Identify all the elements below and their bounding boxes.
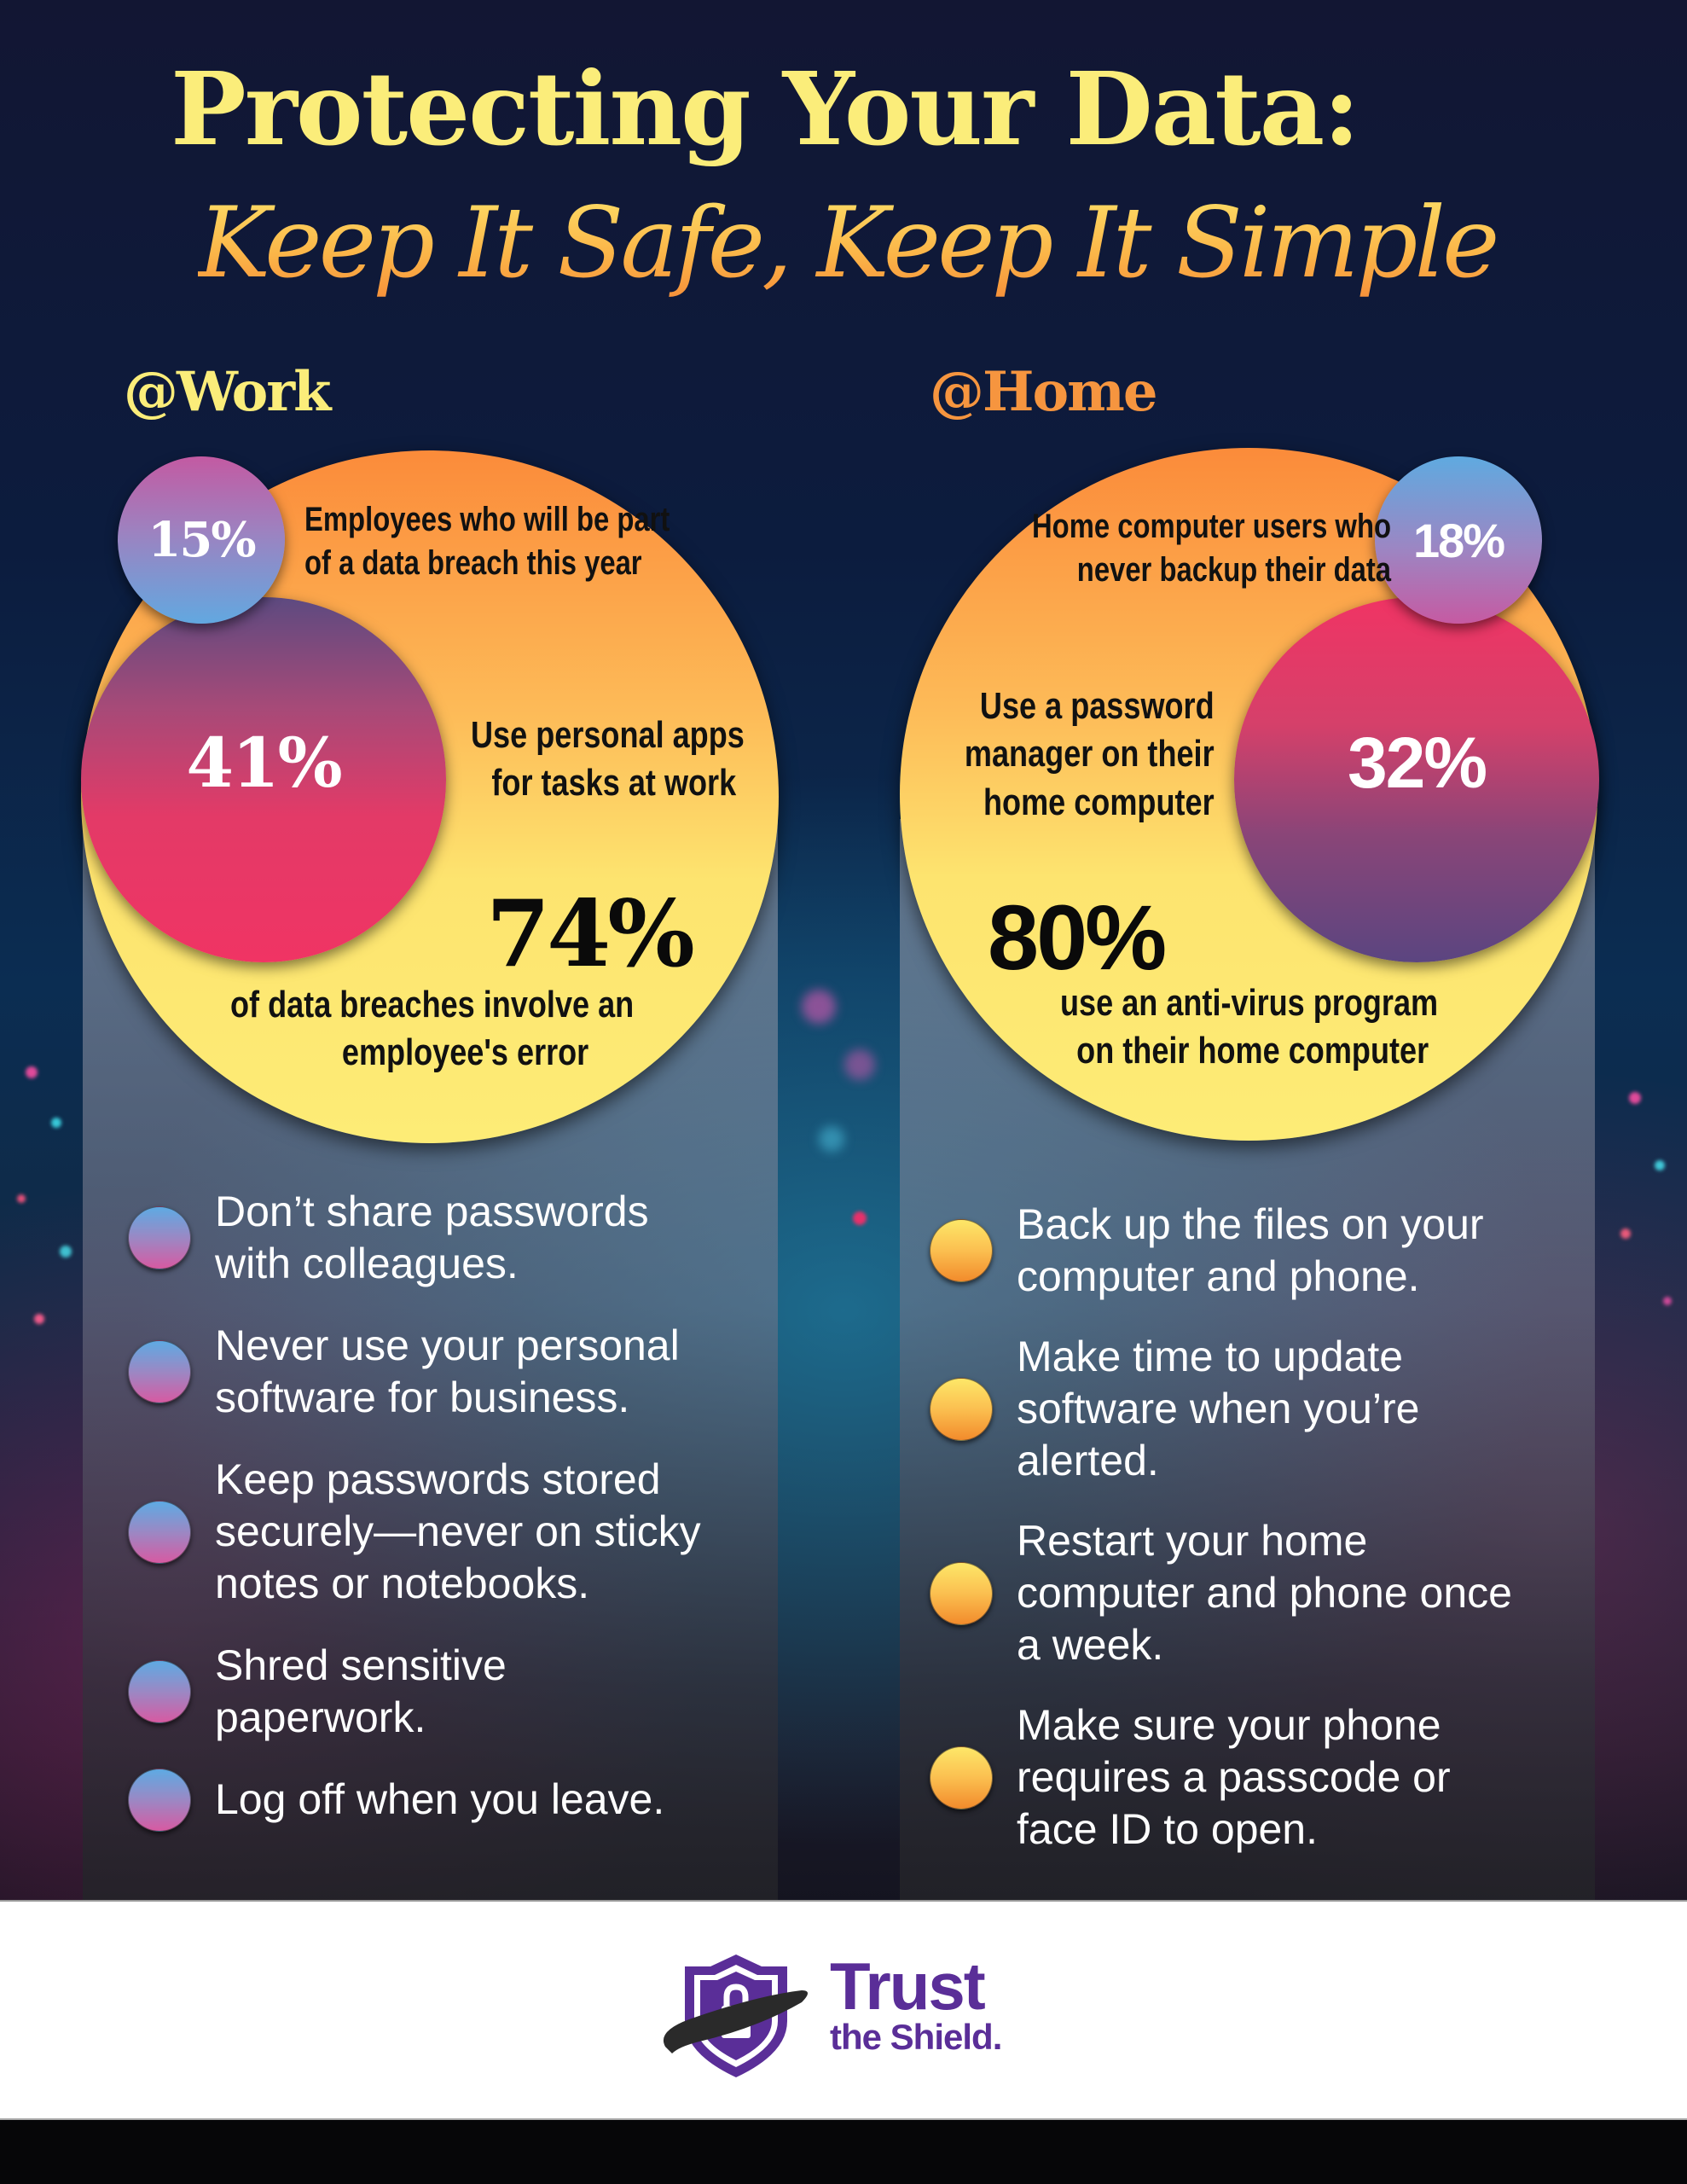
- home-tip: Make time to update software when you’re…: [930, 1331, 1586, 1487]
- home-stat-32-label: Use a password manager on their home com…: [964, 685, 1215, 823]
- home-tip: Restart your home computer and phone onc…: [930, 1515, 1586, 1671]
- work-tips-list: Don’t share passwords with colleagues. N…: [128, 1186, 759, 1856]
- bullet-circle-icon: [930, 1377, 993, 1441]
- page-subtitle: Keep It Safe, Keep It Simple: [198, 186, 1499, 299]
- shield-lock-icon: [663, 1955, 808, 2077]
- brand-logo[interactable]: Trust the Shield.: [655, 1949, 1030, 2077]
- work-tip: Log off when you leave.: [128, 1768, 759, 1832]
- bullet-circle-icon: [128, 1340, 191, 1403]
- work-stat-41-value: 41%: [186, 723, 342, 803]
- home-stat-80-label: use an anti-virus program on their home …: [1060, 982, 1439, 1072]
- work-stat-15-label: Employees who will be part of a data bre…: [304, 501, 670, 583]
- logo-text-trust: Trust: [830, 1949, 986, 2024]
- work-stat-74-value: 74%: [486, 880, 695, 988]
- logo-text-the-shield: the Shield.: [830, 2017, 1002, 2057]
- bottom-band: [0, 2120, 1687, 2184]
- home-heading: @Home: [930, 360, 1158, 424]
- bullet-circle-icon: [930, 1745, 993, 1809]
- home-stat-18-circle: 18%: [1375, 456, 1542, 624]
- work-stat-15-value: 15%: [148, 512, 256, 568]
- work-stat-41-circle: 41%: [81, 597, 446, 962]
- footer-band: Trust the Shield.: [0, 1900, 1687, 2120]
- home-tip: Make sure your phone requires a passcode…: [930, 1699, 1586, 1856]
- bullet-circle-icon: [930, 1561, 993, 1625]
- bullet-circle-icon: [128, 1660, 191, 1723]
- home-tip: Back up the files on your computer and p…: [930, 1199, 1586, 1303]
- work-stat-15-circle: 15%: [118, 456, 285, 624]
- work-heading: @Work: [124, 360, 331, 424]
- work-tip: Never use your personal software for bus…: [128, 1320, 759, 1424]
- work-tip: Don’t share passwords with colleagues.: [128, 1186, 759, 1290]
- home-tips-list: Back up the files on your computer and p…: [930, 1199, 1586, 1884]
- bullet-circle-icon: [128, 1768, 191, 1832]
- page-title: Protecting Your Data:: [171, 49, 1360, 168]
- bullet-circle-icon: [930, 1219, 993, 1282]
- home-stat-18-value: 18%: [1412, 513, 1505, 567]
- home-stat-32-value: 32%: [1347, 722, 1487, 803]
- bullet-circle-icon: [128, 1500, 191, 1564]
- work-stat-41-label: Use personal apps for tasks at work: [471, 714, 745, 804]
- home-stat-80-value: 80%: [988, 886, 1167, 989]
- home-stat-18-label: Home computer users who never backup the…: [1032, 508, 1392, 590]
- work-tip: Keep passwords stored securely—never on …: [128, 1454, 759, 1610]
- work-tip: Shred sensitive paperwork.: [128, 1640, 759, 1744]
- work-stat-74-label: of data breaches involve an employee's e…: [230, 984, 635, 1074]
- bullet-circle-icon: [128, 1206, 191, 1269]
- home-stat-32-circle: 32%: [1234, 597, 1599, 962]
